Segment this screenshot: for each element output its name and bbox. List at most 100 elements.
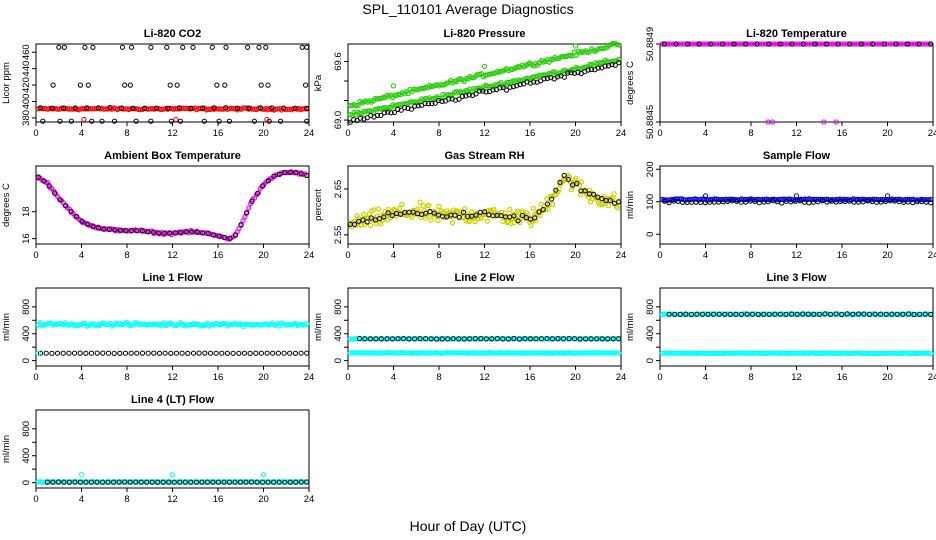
line3-title: Line 3 Flow [767,272,827,284]
gasrh-point-yellow [472,218,478,225]
line4-point-black [298,479,304,485]
co2-point-black-mid [165,105,171,111]
pressure-point-black [395,106,401,113]
gasrh-point-black [511,213,517,219]
line4-point-black [210,479,216,485]
co2-point-black-mid [95,105,102,111]
line3-point-black [800,311,806,317]
y-tick-label: 0 [645,232,656,237]
gasrh-y-label: percent [313,189,324,221]
line4-point-black [66,479,73,485]
x-tick-label: 24 [928,372,936,383]
gasrh-point-black [599,195,605,202]
x-tick-label: 0 [657,372,662,383]
pressure-point-black [446,96,452,102]
line3-point-black [839,311,845,318]
temperature-point-black-top [696,41,702,47]
line1-point-black [151,350,157,356]
line2-point-black [400,336,407,342]
line1-point-black [264,350,270,356]
line2-point-black [594,336,600,342]
line1-point-black [287,350,293,356]
y-tick-label: 440 [21,61,32,77]
line3-point-black [677,311,683,318]
line3-point-black [844,311,850,317]
line4-point-black [215,479,221,485]
co2-point-black-mid [211,105,217,111]
ambient-point-black [167,230,173,236]
line3-point-black [889,311,895,317]
figure-title: SPL_110101 Average Diagnostics [362,1,574,17]
temperature-point-black-top [673,41,679,47]
x-tick-label: 24 [928,250,936,261]
line1-point-black [168,350,174,356]
line1-point-black [241,350,247,356]
y-tick-label: 0 [645,358,656,363]
gasrh-point-black [444,214,450,220]
sampleflow-plot-frame [659,165,934,245]
pressure-point-black [507,84,513,90]
ambient-point-black [276,171,282,177]
line1-point-black [230,350,236,356]
line4-point-black [226,479,233,485]
temperature-point-black-top [789,41,795,47]
y-tick-label: 69.0 [333,111,344,130]
co2-point-black-mid [223,105,229,111]
line2-point-black [472,336,478,342]
pressure-point-black [555,74,561,80]
sampleflow-point-black [797,198,803,204]
line2-point-black [384,336,390,342]
temperature-point-magenta-low [833,119,839,125]
sampleflow-point-black [752,198,758,205]
temperature-point-black-top [881,41,887,47]
line2-point-black [373,336,379,342]
line4-point-black [182,479,188,485]
ambient-point-black [95,225,102,231]
pressure-point-black [602,63,608,69]
line2-point-black [478,336,484,342]
line1-point-black [37,350,44,356]
co2-point-black-low [304,118,310,124]
gasrh-point-yellow [491,207,497,213]
line2-point-black [467,336,473,342]
pressure-point-black [388,110,394,116]
gasrh-point-black [565,176,571,183]
pressure-point-black [588,66,595,73]
co2-point-black-low [68,118,74,124]
co2-point-black-mid [292,105,298,111]
pressure-point-black [497,85,503,91]
gasrh-point-black [398,211,404,217]
line1-point-black [77,350,83,356]
line1-point-cyan [304,321,310,327]
line4-point-black [282,479,288,485]
line4-title: Line 4 (LT) Flow [131,394,214,406]
line2-point-black [588,336,594,342]
x-tick-label: 24 [304,494,315,505]
ambient-point-black [150,229,156,235]
gasrh-point-yellow [449,220,456,226]
pressure-point-black [351,117,357,123]
x-tick-label: 20 [258,128,269,139]
pressure-chart: Li-820 Pressure 0 4 8 12 16 20 24 69.0 69.6 kPa [313,28,626,139]
co2-point-black-low [168,118,174,124]
gasrh-point-black [368,215,374,221]
line2-point-black [489,336,495,342]
sampleflow-point-navy [702,193,709,199]
ambient-point-black [216,233,222,239]
line1-point-black [134,350,140,356]
pressure-point-black [500,85,506,91]
line3-point-black [666,311,672,317]
x-tick-label: 8 [436,250,441,261]
pressure-point-black [412,103,418,109]
line1-point-black [196,350,202,356]
ambient-point-black [117,227,124,233]
gasrh-point-black [423,210,429,216]
pressure-point-green-upper [573,52,579,58]
line4-point-black [122,479,128,485]
gasrh-point-yellow [417,199,423,205]
line1-point-black [100,350,106,356]
y-tick-label: 2.65 [333,180,344,199]
pressure-point-black [422,100,428,107]
line1-point-black [105,350,112,356]
line4-point-black [199,479,205,485]
